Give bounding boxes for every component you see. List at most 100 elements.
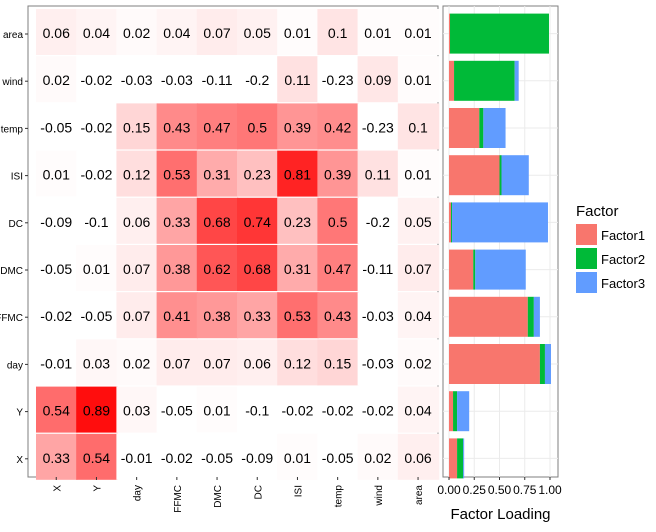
- heatmap-cell-value: -0.03: [161, 72, 193, 88]
- heatmap-cell-value: 0.81: [284, 167, 311, 183]
- x-tick-label: 0.75: [513, 483, 537, 497]
- y-tick-label: X: [16, 455, 23, 466]
- bar-segment: [457, 391, 470, 432]
- x-tick-label: wind: [374, 485, 385, 507]
- heatmap-cell-value: 0.31: [203, 167, 230, 183]
- heatmap-cell-value: 0.07: [123, 261, 150, 277]
- heatmap-cell-value: 0.04: [163, 25, 190, 41]
- heatmap-cell: [76, 292, 118, 339]
- heatmap-cell: [357, 103, 400, 150]
- heatmap-cell-value: 0.43: [324, 308, 351, 324]
- heatmap-cell-value: -0.05: [161, 403, 193, 419]
- heatmap-cell-value: 0.1: [408, 119, 428, 135]
- heatmap-cell: [196, 150, 239, 197]
- heatmap-cell: [76, 433, 118, 480]
- heatmap-cell-value: 0.12: [123, 167, 150, 183]
- heatmap-cell: [76, 103, 118, 150]
- heatmap-cell-value: 0.42: [324, 119, 351, 135]
- x-tick-label: Y: [92, 485, 103, 492]
- heatmap-cell-value: 0.01: [404, 167, 431, 183]
- heatmap-cell-value: -0.02: [362, 403, 394, 419]
- heatmap-cell: [156, 386, 199, 433]
- heatmap-cell-value: 0.04: [83, 25, 110, 41]
- heatmap-cell: [156, 292, 199, 339]
- y-tick-label: Y: [16, 408, 23, 419]
- bar-segment: [479, 108, 484, 148]
- heatmap-cell: [36, 103, 78, 150]
- heatmap-cell-value: 0.68: [203, 214, 230, 230]
- heatmap-cell-value: 0.33: [43, 450, 70, 466]
- heatmap-cell: [237, 433, 279, 480]
- bar-segment: [544, 344, 552, 384]
- heatmap-cell: [237, 150, 279, 197]
- heatmap-cell-value: -0.02: [80, 167, 112, 183]
- heatmap-cell: [156, 433, 199, 480]
- heatmap-cell-value: 0.43: [163, 119, 190, 135]
- heatmap-cell: [237, 197, 279, 244]
- heatmap-cell: [277, 150, 319, 197]
- heatmap-cell: [317, 197, 359, 244]
- heatmap-cell-value: 0.38: [163, 261, 190, 277]
- heatmap-cell-value: 0.11: [284, 72, 310, 88]
- heatmap-cell: [116, 150, 158, 197]
- legend-key: [576, 224, 597, 245]
- heatmap-cell: [397, 433, 440, 480]
- heatmap-cell: [277, 103, 319, 150]
- heatmap-cell-value: 0.06: [123, 214, 150, 230]
- heatmap-cell: [36, 433, 78, 480]
- heatmap-cell: [357, 245, 400, 291]
- heatmap-cell: [237, 103, 279, 150]
- bar-segment: [452, 202, 548, 243]
- heatmap-cell-value: 0.07: [404, 261, 431, 277]
- bar-segment: [449, 202, 452, 243]
- heatmap-chart: 0.06 0.04 0.02 0.04 0.07 0.05 0.01 0.1 0.01 0.01 a…: [0, 5, 440, 513]
- heatmap-cell-value: 0.74: [244, 214, 271, 230]
- heatmap-cell: [397, 9, 440, 55]
- x-tick-label: 0.00: [437, 483, 461, 497]
- heatmap-cell-value: 0.06: [404, 450, 431, 466]
- heatmap-cell-value: 0.39: [284, 119, 311, 135]
- heatmap-cell: [357, 9, 400, 55]
- heatmap-cell-value: 0.07: [163, 355, 190, 371]
- bar-segment: [449, 438, 458, 479]
- heatmap-cell-value: -0.05: [40, 261, 72, 277]
- bar-segment: [451, 202, 453, 243]
- heatmap-cell-value: 0.07: [203, 355, 230, 371]
- heatmap-cell: [317, 103, 359, 150]
- heatmap-cell: [357, 292, 400, 339]
- bar-segment: [449, 155, 500, 196]
- heatmap-cell: [76, 9, 118, 55]
- heatmap-cell-value: 0.23: [244, 167, 271, 183]
- heatmap-cell: [237, 56, 279, 103]
- heatmap-cell: [237, 292, 279, 339]
- heatmap-cell-value: -0.01: [40, 355, 72, 371]
- heatmap-cell-value: 0.15: [123, 119, 150, 135]
- heatmap-cell: [116, 433, 158, 480]
- heatmap-cell-value: -0.02: [80, 72, 112, 88]
- y-tick-label: FFMC: [0, 313, 23, 324]
- bar-segment: [450, 13, 549, 54]
- heatmap-cell: [277, 197, 319, 244]
- y-tick-label: area: [3, 30, 23, 41]
- heatmap-cell-value: 0.53: [163, 167, 190, 183]
- bar-segment: [501, 155, 529, 196]
- bar-segment: [533, 296, 540, 337]
- x-tick-label: ISI: [293, 485, 304, 497]
- chart-legend: Factor Factor1 Factor2 Factor3: [576, 203, 645, 293]
- heatmap-cell: [277, 292, 319, 339]
- heatmap-cell-value: 0.11: [365, 167, 391, 183]
- heatmap-cell: [196, 56, 239, 103]
- x-tick-label: 1.00: [538, 483, 562, 497]
- heatmap-cell: [156, 103, 199, 150]
- heatmap-cell: [196, 386, 239, 433]
- heatmap-cell-value: 0.01: [284, 25, 311, 41]
- bar-segment: [449, 296, 528, 337]
- heatmap-cell: [116, 386, 158, 433]
- heatmap-cell: [36, 339, 78, 386]
- heatmap-cell: [277, 56, 319, 103]
- heatmap-cell-value: -0.05: [201, 450, 233, 466]
- heatmap-cell: [317, 56, 359, 103]
- y-tick-label: DC: [9, 219, 23, 230]
- heatmap-cell: [36, 386, 78, 433]
- x-tick-label: temp: [334, 485, 345, 508]
